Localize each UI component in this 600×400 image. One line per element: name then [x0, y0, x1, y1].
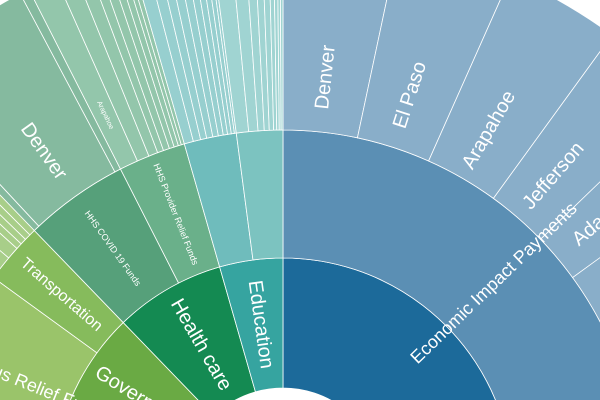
segment [492, 51, 600, 240]
segment [0, 0, 116, 227]
segment [280, 0, 284, 131]
segment [572, 257, 600, 400]
segment [0, 281, 98, 400]
